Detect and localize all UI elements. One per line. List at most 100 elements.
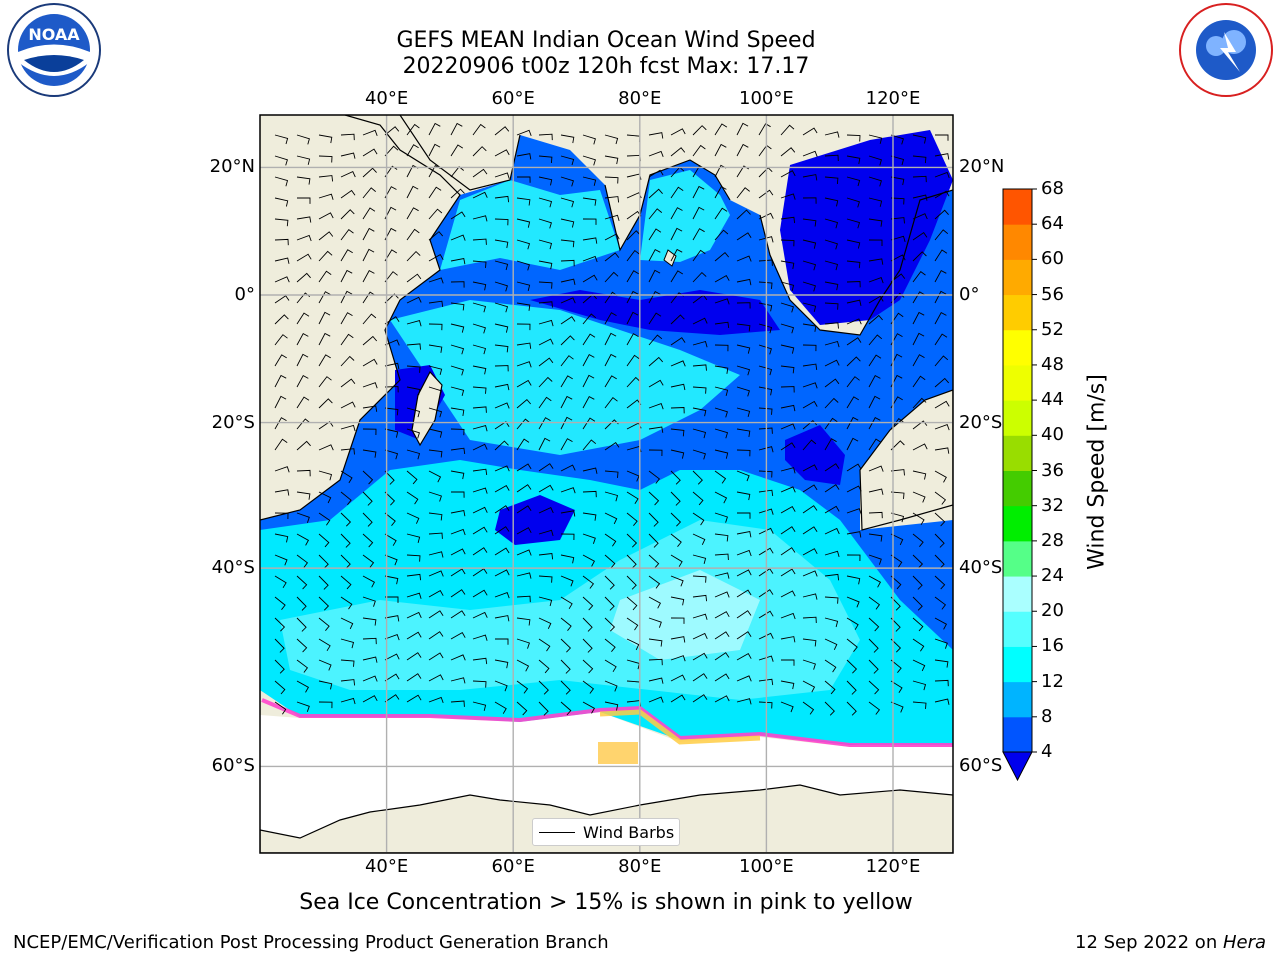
wind-barb	[296, 575, 308, 590]
wind-barb	[780, 193, 796, 200]
wind-barb	[450, 610, 466, 619]
wind-barb	[362, 269, 375, 283]
wind-barb	[934, 533, 945, 548]
wind-barb	[472, 634, 488, 641]
wind-barb	[384, 470, 395, 485]
wind-barb	[538, 638, 551, 652]
wind-barb	[450, 654, 466, 661]
wind-barb	[516, 484, 532, 493]
wind-barb	[274, 680, 286, 695]
bottom-lon-tick-label: 100°E	[739, 856, 794, 877]
bottom-lon-tick-label: 120°E	[865, 856, 921, 877]
wind-barb	[384, 615, 400, 622]
wind-barb	[604, 680, 618, 692]
wind-barb	[428, 323, 443, 331]
wind-barb	[824, 176, 839, 185]
wind-barb	[318, 311, 331, 325]
colorbar-tick-label: 64	[1041, 213, 1064, 235]
wind-barb	[890, 659, 902, 673]
wind-barb	[692, 449, 706, 460]
wind-barb	[670, 617, 685, 624]
wind-barb	[890, 701, 904, 713]
wind-barb	[472, 487, 488, 494]
wind-barb	[582, 176, 597, 186]
wind-barb	[846, 218, 861, 229]
wind-barb	[846, 281, 861, 288]
wind-barb	[890, 440, 905, 451]
wind-barb	[604, 214, 620, 222]
wind-barb	[516, 153, 532, 160]
wind-barb	[296, 469, 311, 477]
wind-barb	[516, 302, 531, 311]
wind-barb	[340, 617, 354, 630]
wind-barb	[604, 491, 619, 502]
wind-barb	[736, 428, 751, 437]
wind-barb	[868, 295, 884, 304]
wind-barb	[714, 491, 728, 504]
wind-barb	[560, 239, 575, 248]
wind-barb	[824, 378, 840, 388]
wind-barb	[692, 673, 708, 682]
wind-barb	[868, 533, 883, 542]
nws-logo	[1179, 3, 1273, 97]
wind-barb	[846, 318, 862, 325]
wind-barb	[472, 365, 487, 375]
wind-barb	[846, 531, 862, 538]
wind-barb	[538, 396, 552, 409]
wind-barb	[824, 260, 839, 271]
wind-barb	[648, 169, 664, 178]
wind-barb	[912, 659, 926, 672]
africa-coast	[260, 115, 461, 521]
wind-barb	[802, 363, 818, 370]
wind-barb	[340, 269, 353, 283]
calm-patch-east	[780, 130, 953, 325]
wind-barb	[824, 322, 839, 329]
wind-barb	[494, 218, 509, 226]
wind-barb	[494, 659, 509, 669]
wind-barb	[802, 464, 818, 472]
wind-barb	[582, 255, 598, 263]
wind-barb	[296, 176, 311, 185]
wind-barb	[802, 239, 817, 249]
right-lat-tick-label: 20°S	[959, 411, 1003, 433]
wind-barb	[428, 277, 444, 284]
wind-barb	[648, 533, 659, 548]
wind-barb	[384, 491, 396, 506]
wind-barb	[714, 611, 730, 619]
wind-barb	[340, 209, 355, 220]
wind-barb	[428, 610, 444, 619]
wind-barb	[912, 443, 928, 451]
wind-barb	[890, 512, 905, 523]
wind-barb	[736, 549, 752, 557]
wind-barb	[494, 505, 510, 514]
wind-barb	[406, 428, 420, 439]
wind-barb	[340, 697, 356, 705]
wind-barb	[296, 440, 311, 451]
wind-barb	[362, 695, 378, 703]
wind-barb	[582, 439, 597, 451]
left-lat-tick-label: 40°S	[211, 557, 255, 579]
wind-barb	[538, 197, 553, 208]
wind-band-cyan-north	[440, 180, 620, 270]
wind-barb	[582, 395, 595, 409]
wind-barb	[296, 396, 310, 409]
wind-barb	[692, 512, 705, 526]
wind-barb	[494, 547, 510, 556]
wind-barb	[560, 316, 576, 325]
wind-barb	[362, 227, 375, 241]
wind-barb	[758, 236, 774, 243]
wind-barb	[890, 638, 902, 653]
wind-barb	[560, 197, 575, 208]
wind-barb	[516, 418, 531, 430]
wind-barb	[758, 365, 773, 376]
wind-barb	[494, 383, 510, 391]
wind-barb	[274, 417, 287, 430]
wind-barb	[274, 155, 288, 166]
wind-barb	[516, 659, 530, 672]
wind-barb	[582, 353, 595, 367]
wind-barb	[692, 249, 706, 262]
wind-barb	[296, 491, 311, 500]
wind-barb	[362, 470, 374, 485]
wind-barb	[428, 186, 442, 199]
wind-barb	[758, 386, 773, 396]
